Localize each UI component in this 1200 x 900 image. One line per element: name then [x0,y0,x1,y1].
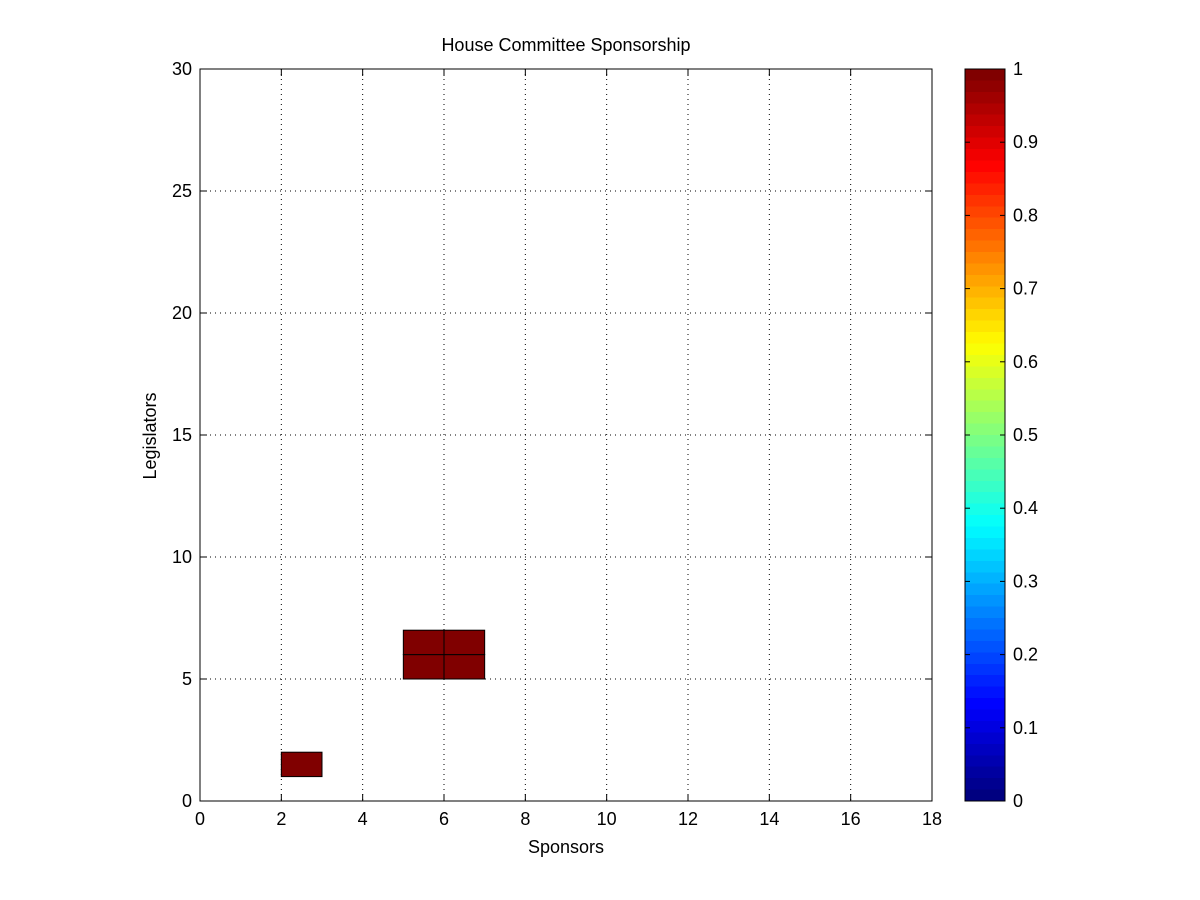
colorbar-tick-label: 0.3 [1013,571,1038,591]
x-tick-label: 4 [358,809,368,829]
colorbar-tick-label: 0.2 [1013,645,1038,665]
x-tick-label: 16 [841,809,861,829]
y-axis-label: Legislators [140,392,160,479]
y-tick-label: 25 [172,181,192,201]
colorbar-tick-label: 0.1 [1013,718,1038,738]
colorbar-gradient [964,68,1006,802]
x-tick-label: 18 [922,809,942,829]
heatmap-cell [402,629,445,656]
colorbar-tick-label: 1 [1013,59,1023,79]
x-tick-label: 8 [520,809,530,829]
y-tick-label: 10 [172,547,192,567]
heatmap-cell [443,629,486,656]
plot-area: 0 2 4 6 8 10 12 14 16 18 0 5 10 15 20 25 30 [172,59,942,829]
axis-ticks: 0 2 4 6 8 10 12 14 16 18 0 5 10 15 20 25 30 [172,59,942,829]
grid-lines [200,69,932,801]
x-tick-label: 10 [597,809,617,829]
chart-title: House Committee Sponsorship [441,35,690,55]
y-tick-label: 0 [182,791,192,811]
heatmap-cell [402,654,445,680]
x-tick-label: 0 [195,809,205,829]
colorbar-tick-label: 0.7 [1013,279,1038,299]
heatmap-cell [443,654,486,680]
heatmap-cells [280,629,486,778]
x-axis-label: Sponsors [528,837,604,857]
heatmap-cell [280,751,323,778]
y-tick-label: 15 [172,425,192,445]
colorbar-ticks: 0 0.1 0.2 0.3 0.4 0.5 0.6 0.7 0.8 0.9 1 [965,59,1038,811]
colorbar-tick-label: 0.5 [1013,425,1038,445]
colorbar-tick-label: 0.9 [1013,132,1038,152]
colorbar-tick-label: 0.6 [1013,352,1038,372]
y-tick-label: 20 [172,303,192,323]
colorbar-tick-label: 0.8 [1013,205,1038,225]
x-tick-label: 14 [759,809,779,829]
colorbar: 0 0.1 0.2 0.3 0.4 0.5 0.6 0.7 0.8 0.9 1 [964,59,1038,811]
x-tick-label: 2 [276,809,286,829]
y-tick-label: 30 [172,59,192,79]
x-tick-label: 6 [439,809,449,829]
x-tick-label: 12 [678,809,698,829]
colorbar-tick-label: 0.4 [1013,498,1038,518]
colorbar-tick-label: 0 [1013,791,1023,811]
y-tick-label: 5 [182,669,192,689]
